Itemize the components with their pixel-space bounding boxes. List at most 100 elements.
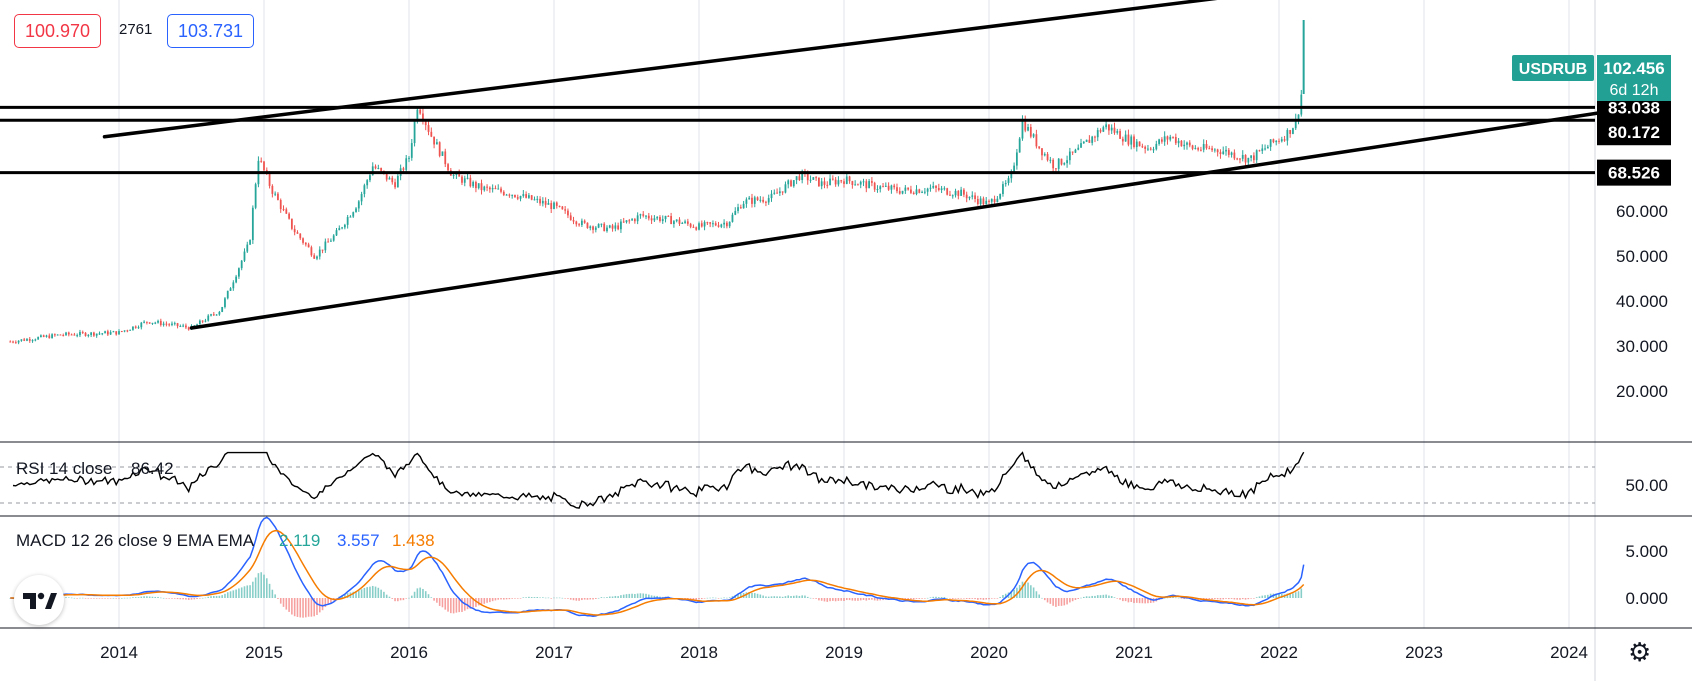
macd-histogram-bar — [330, 598, 332, 603]
tradingview-logo-icon[interactable] — [14, 575, 64, 625]
candle — [1160, 137, 1163, 144]
candle — [731, 212, 734, 223]
candle — [912, 191, 915, 195]
macd-histogram-bar — [385, 594, 388, 598]
macd-histogram-bar — [377, 587, 380, 598]
candle — [1250, 155, 1253, 162]
candle — [246, 241, 249, 253]
candle — [1066, 155, 1068, 168]
candle — [698, 221, 700, 231]
candle — [34, 338, 37, 342]
macd-histogram-bar — [1096, 595, 1099, 598]
macd-legend: MACD 12 26 close 9 EMA EMA 2.119 3.557 1.43… — [16, 531, 435, 550]
macd-histogram-bar — [787, 595, 790, 598]
candle — [366, 179, 369, 189]
candle — [129, 329, 132, 331]
candle — [1286, 128, 1289, 146]
macd-histogram-bar — [564, 598, 566, 599]
candle — [112, 330, 115, 333]
macd-histogram-bar — [218, 595, 221, 598]
macd-histogram-bar — [1052, 598, 1054, 606]
candle — [277, 192, 279, 201]
candle — [765, 200, 767, 207]
candle — [466, 173, 469, 180]
candle — [639, 213, 642, 219]
candle — [840, 179, 843, 184]
candle — [274, 191, 277, 197]
candle — [210, 313, 212, 317]
macd-histogram-bar — [804, 595, 806, 598]
candle — [51, 333, 53, 339]
candle — [463, 175, 466, 187]
candle — [1205, 140, 1208, 150]
macd-histogram-bar — [288, 598, 290, 612]
candle — [73, 332, 76, 336]
candle — [271, 184, 274, 198]
candle — [1085, 139, 1088, 143]
candle — [787, 179, 790, 189]
candle — [433, 136, 435, 149]
macd-histogram-bar — [193, 598, 196, 600]
macd-histogram-bar — [784, 596, 787, 598]
macd-histogram-bar — [915, 598, 918, 599]
macd-histogram-bar — [324, 598, 327, 608]
macd-histogram-bar — [949, 598, 951, 599]
candle — [410, 138, 413, 161]
candle — [1155, 140, 1158, 151]
macd-histogram-bar — [550, 598, 553, 599]
candle — [324, 238, 327, 253]
macd-histogram-bar — [232, 590, 235, 598]
macd-histogram-bar — [204, 597, 207, 599]
candle — [1138, 141, 1141, 147]
ask-price-box[interactable]: 103.731 — [167, 14, 255, 48]
candle — [818, 177, 820, 187]
candle — [675, 219, 678, 223]
candle — [985, 197, 988, 205]
macd-histogram-bar — [586, 598, 589, 600]
macd-histogram-bar — [723, 597, 725, 599]
candle — [37, 336, 40, 340]
candle — [1077, 144, 1080, 151]
candle — [592, 225, 594, 234]
macd-histogram-bar — [243, 586, 246, 598]
macd-histogram-bar — [285, 598, 288, 610]
macd-histogram-bar — [1069, 598, 1071, 603]
macd-histogram-bar — [84, 598, 87, 599]
macd-histogram-bar — [751, 593, 753, 598]
macd-histogram-bar — [416, 588, 419, 598]
macd-histogram-bar — [859, 598, 862, 601]
macd-histogram-bar — [472, 598, 474, 608]
macd-histogram-bar — [1102, 594, 1105, 598]
macd-histogram-bar — [642, 593, 645, 598]
macd-histogram-bar — [444, 598, 447, 610]
candle — [1191, 144, 1194, 151]
candle — [893, 183, 896, 190]
macd-histogram-bar — [201, 597, 204, 599]
candle — [583, 219, 586, 224]
candle — [313, 253, 316, 260]
candle — [505, 193, 508, 196]
candle — [837, 176, 840, 187]
chart-axes: 20.00030.00040.00050.00060.00090.000110.… — [100, 67, 1668, 662]
time-axis-tick-2019: 2019 — [825, 643, 863, 662]
macd-histogram-bar — [1133, 598, 1135, 604]
candle — [1119, 128, 1121, 139]
candle — [1091, 135, 1094, 146]
macd-histogram-bar — [689, 598, 692, 600]
macd-histogram-bar — [558, 597, 561, 599]
candle — [173, 321, 176, 326]
macd-histogram-bar — [871, 598, 873, 600]
candle — [695, 226, 698, 231]
candle — [95, 333, 98, 338]
candle — [617, 222, 620, 231]
candle — [408, 155, 410, 163]
macd-histogram-bar — [639, 593, 642, 598]
settings-gear-icon[interactable]: ⚙ — [1628, 638, 1652, 668]
candle — [990, 198, 993, 205]
macd-histogram-bar — [728, 597, 731, 598]
macd-histogram-bar — [494, 598, 497, 601]
macd-line — [10, 516, 1305, 617]
bid-price-box[interactable]: 100.970 — [14, 14, 102, 48]
candle — [447, 162, 449, 173]
